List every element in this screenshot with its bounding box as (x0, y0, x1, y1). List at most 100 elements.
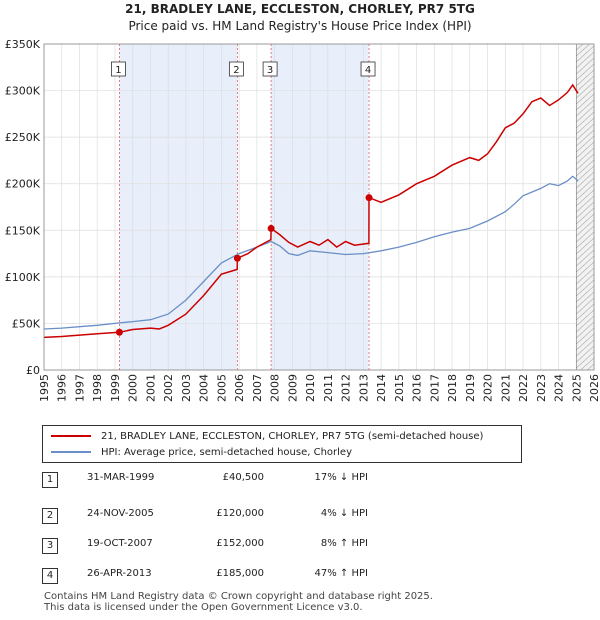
x-tick-label: 2018 (446, 374, 459, 402)
x-tick-label: 2007 (251, 374, 264, 402)
x-tick-label: 2021 (499, 374, 512, 402)
shaded-range (271, 44, 369, 370)
sale-date: 24-NOV-2005 (87, 508, 154, 519)
hatch-stroke (576, 219, 594, 237)
sale-price: £40,500 (222, 472, 264, 483)
sale-marker-label: 3 (267, 65, 273, 76)
chart-title: 21, BRADLEY LANE, ECCLESTON, CHORLEY, PR… (125, 2, 475, 16)
hatch-stroke (576, 201, 594, 219)
x-tick-label: 2024 (553, 374, 566, 402)
hatch-stroke (576, 51, 594, 69)
footer-licence: This data is licensed under the Open Gov… (44, 602, 363, 613)
sale-number-badge: 2 (42, 508, 58, 524)
x-tick-label: 2019 (464, 374, 477, 402)
hatch-stroke (576, 351, 594, 369)
x-tick-label: 2000 (127, 374, 140, 402)
hatch-stroke (576, 303, 594, 321)
sale-point (115, 328, 123, 336)
sale-hpi-diff: 17% ↓ HPI (314, 472, 368, 483)
x-tick-label: 2015 (393, 374, 406, 402)
sale-marker-label: 2 (233, 65, 239, 76)
hatch-stroke (576, 261, 594, 279)
hatch-stroke (576, 321, 594, 339)
hatch-stroke (576, 44, 584, 51)
sale-marker-box (360, 61, 376, 77)
sale-date: 31-MAR-1999 (87, 472, 155, 483)
sale-number-badge: 1 (42, 472, 58, 488)
sale-row: 1 31-MAR-1999 £40,500 17% ↓ HPI (42, 470, 562, 488)
price-chart: 1 2 3 4 £0 £50K £100K £150K £200K £250K £300K £350… (5, 38, 600, 402)
hatch-stroke (576, 339, 594, 357)
hatch-stroke (576, 165, 594, 183)
hatch-stroke (576, 99, 594, 117)
sale-date: 26-APR-2013 (87, 568, 152, 579)
hatch-stroke (576, 135, 594, 153)
sale-number-badge: 4 (42, 568, 58, 584)
x-tick-label: 2013 (357, 374, 370, 402)
x-tick-label: 2003 (180, 374, 193, 402)
x-tick-label: 2008 (269, 374, 282, 402)
hatch-stroke (576, 189, 594, 207)
sale-marker-box (262, 61, 278, 77)
hatch-stroke (576, 207, 594, 225)
hatch-stroke (576, 213, 594, 231)
hatch-stroke (576, 105, 594, 123)
sale-row: 4 26-APR-2013 £185,000 47% ↑ HPI (42, 566, 562, 584)
hatch-stroke (576, 315, 594, 333)
hatch-stroke (576, 291, 594, 309)
hatch-stroke (576, 237, 594, 255)
legend-label-property: 21, BRADLEY LANE, ECCLESTON, CHORLEY, PR… (101, 430, 484, 442)
hatch-stroke (580, 357, 594, 370)
x-tick-label: 2009 (286, 374, 299, 402)
hatch-stroke (576, 279, 594, 297)
future-region (576, 44, 594, 370)
plot-frame (43, 43, 595, 371)
x-tick-label: 1995 (38, 374, 51, 402)
x-tick-label: 2010 (304, 374, 317, 402)
x-tick-label: 2002 (162, 374, 175, 402)
sale-row: 2 24-NOV-2005 £120,000 4% ↓ HPI (42, 506, 562, 524)
sale-hpi-diff: 8% ↑ HPI (320, 538, 368, 549)
x-tick-label: 1996 (56, 374, 69, 402)
sale-point (267, 224, 275, 232)
hatch-stroke (576, 249, 594, 267)
sale-hpi-diff: 4% ↓ HPI (320, 508, 368, 519)
hatch-stroke (586, 363, 594, 370)
x-tick-label: 2004 (198, 374, 211, 402)
hatch-stroke (576, 63, 594, 81)
sale-date: 19-OCT-2007 (87, 538, 153, 549)
hatch-stroke (576, 81, 594, 99)
hatch-stroke (576, 147, 594, 165)
hatch-stroke (576, 44, 591, 57)
x-tick-label: 2014 (375, 374, 388, 402)
sale-price: £152,000 (216, 538, 264, 549)
hatch-stroke (576, 141, 594, 159)
x-tick-label: 2022 (517, 374, 530, 402)
hatch-stroke (576, 177, 594, 195)
hatch-stroke (576, 345, 594, 363)
y-tick-label: £250K (5, 131, 41, 144)
sale-number-badge: 3 (42, 538, 58, 554)
sale-points (115, 194, 373, 336)
legend-item-hpi: HPI: Average price, semi-detached house,… (51, 445, 352, 459)
x-tick-label: 2001 (144, 374, 157, 402)
shaded-range (119, 44, 238, 370)
hatch-stroke (576, 159, 594, 177)
sale-row: 3 19-OCT-2007 £152,000 8% ↑ HPI (42, 536, 562, 554)
sale-marker-boxes: 1 2 3 4 (111, 61, 376, 77)
hatch-stroke (576, 111, 594, 129)
x-tick-label: 2012 (340, 374, 353, 402)
hatch-stroke (576, 333, 594, 351)
hatch-stroke (576, 69, 594, 87)
hatch-stroke (576, 183, 594, 201)
y-axis-tick-labels: £0 £50K £100K £150K £200K £250K £300K £350K (5, 38, 41, 377)
legend-swatch-hpi (51, 451, 91, 453)
hatch-stroke (576, 123, 594, 141)
sale-marker-label: 4 (365, 65, 371, 76)
hatch-stroke (576, 285, 594, 303)
legend-swatch-property (51, 435, 91, 437)
hatch-stroke (576, 75, 594, 93)
hatch-stroke (576, 267, 594, 285)
legend-item-property: 21, BRADLEY LANE, ECCLESTON, CHORLEY, PR… (51, 429, 483, 443)
sale-price: £120,000 (216, 508, 264, 519)
